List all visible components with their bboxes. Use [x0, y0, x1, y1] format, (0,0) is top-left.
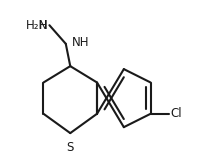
Text: H₂N: H₂N [26, 19, 48, 32]
Text: H: H [39, 19, 48, 32]
Text: NH: NH [72, 36, 89, 49]
Text: S: S [67, 141, 74, 154]
Text: Cl: Cl [171, 107, 182, 120]
